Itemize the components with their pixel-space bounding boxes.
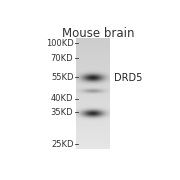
- Text: DRD5: DRD5: [114, 73, 142, 83]
- Text: 100KD: 100KD: [46, 39, 73, 48]
- Text: 70KD: 70KD: [51, 54, 73, 63]
- Text: 55KD: 55KD: [51, 73, 73, 82]
- Text: Mouse brain: Mouse brain: [62, 27, 134, 40]
- Text: 25KD: 25KD: [51, 140, 73, 149]
- Text: 40KD: 40KD: [51, 94, 73, 103]
- Text: 35KD: 35KD: [51, 108, 73, 117]
